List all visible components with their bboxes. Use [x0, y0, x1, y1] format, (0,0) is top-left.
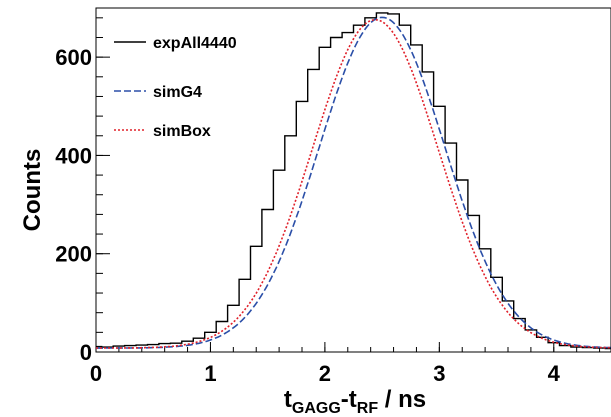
x-axis-label-sub1: GAGG	[292, 400, 341, 417]
x-axis-label-sub2: RF	[357, 400, 379, 417]
x-axis-label: tGAGG-tRF / ns	[284, 386, 426, 417]
x-axis-label-base: t	[284, 386, 292, 413]
axis-ticks: 0 1 2 3 4 0 200 400 600	[55, 17, 601, 386]
x-tick-label: 3	[433, 361, 445, 386]
legend-label-simBox: simBox	[153, 123, 211, 140]
y-axis-label: Counts	[19, 149, 46, 232]
y-tick-label: 0	[80, 340, 92, 365]
series-simG4	[96, 16, 611, 349]
series-simBox	[95, 19, 611, 349]
series-expAll4440	[96, 12, 611, 350]
x-axis-label-tail: / ns	[378, 386, 426, 413]
series-layer	[95, 12, 611, 350]
legend-label-simG4: simG4	[153, 84, 202, 101]
y-tick-label: 200	[55, 242, 92, 267]
plot-frame	[95, 7, 611, 353]
x-axis-label-mid: -t	[341, 386, 357, 413]
legend-label-expAll4440: expAll4440	[153, 35, 237, 52]
legend: expAll4440 simG4 simBox	[114, 35, 237, 140]
x-tick-label: 0	[90, 361, 102, 386]
x-tick-label: 4	[548, 361, 561, 386]
y-tick-label: 400	[55, 143, 92, 168]
x-tick-label: 2	[319, 361, 331, 386]
y-tick-label: 600	[55, 45, 92, 70]
x-tick-label: 1	[204, 361, 216, 386]
